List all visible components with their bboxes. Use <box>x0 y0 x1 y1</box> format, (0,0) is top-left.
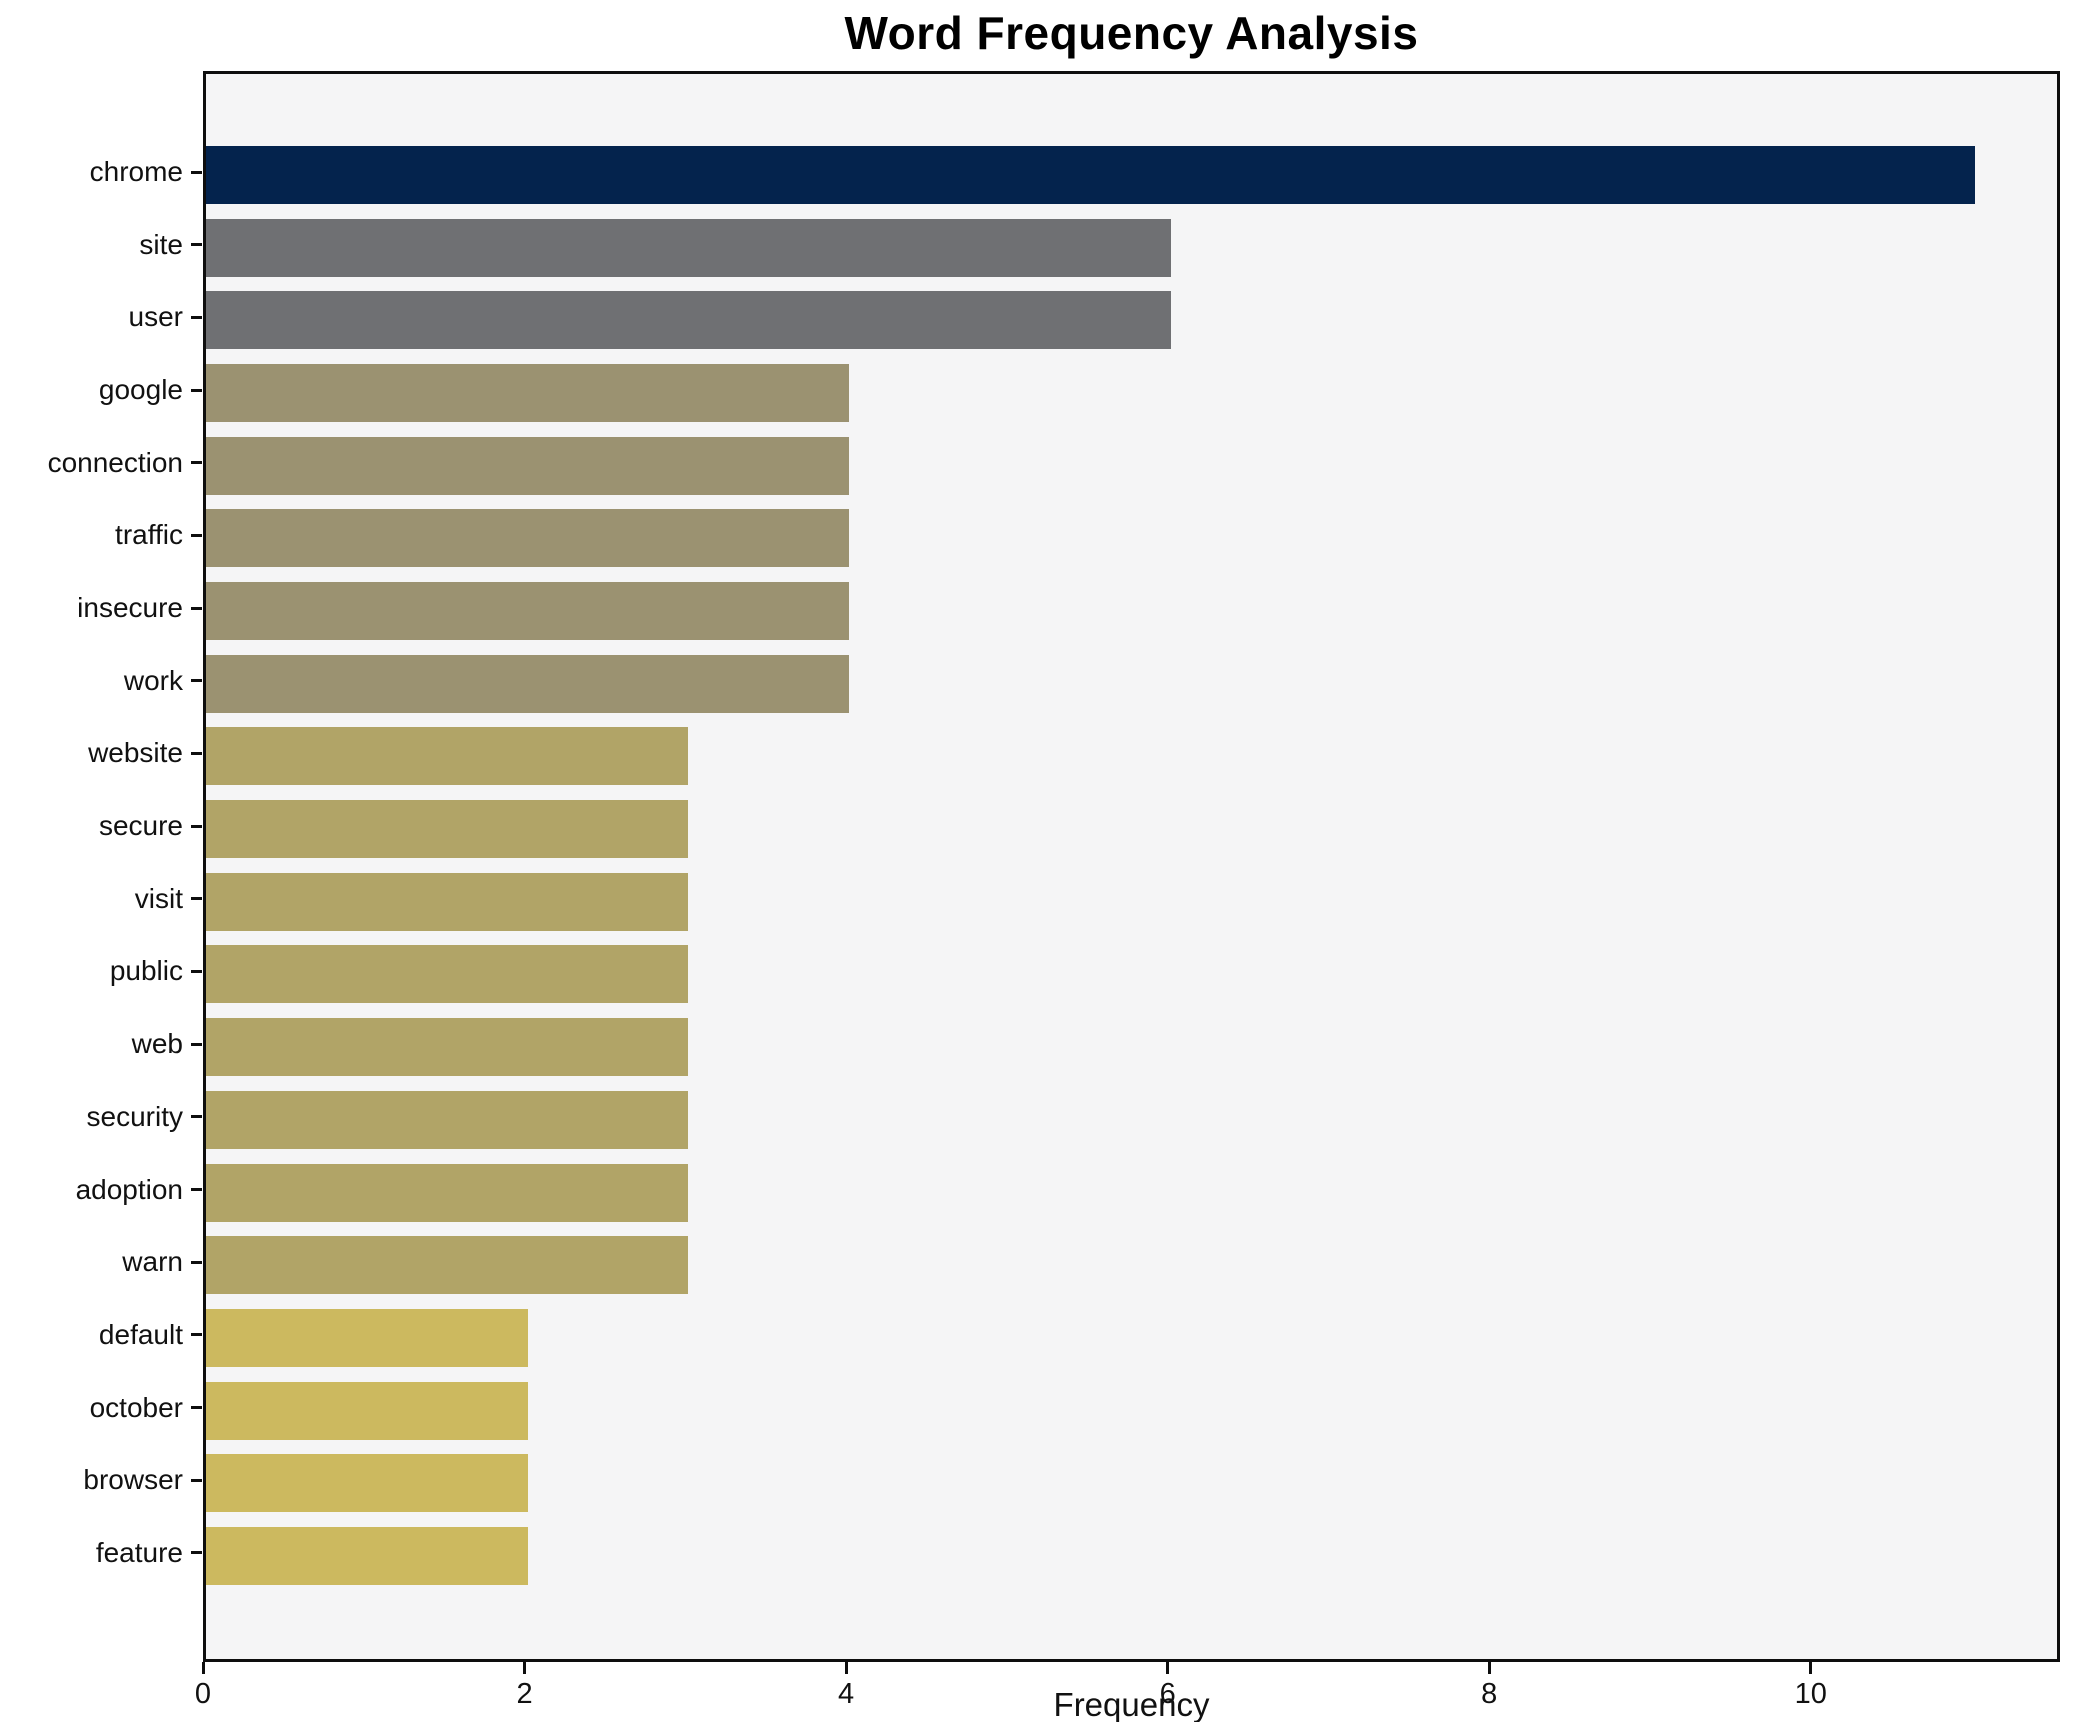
y-tick-mark <box>191 897 202 901</box>
y-tick-label-web: web <box>131 1028 183 1060</box>
y-tick-mark <box>191 1042 202 1046</box>
bar-visit <box>206 872 689 931</box>
x-tick-label-2: 2 <box>516 1678 533 1710</box>
bar-site <box>206 218 1171 277</box>
y-tick-mark <box>191 243 202 247</box>
x-axis-title: Frequency <box>1053 1686 1210 1722</box>
bar-feature <box>206 1526 528 1585</box>
bar-traffic <box>206 509 850 568</box>
x-tick-label-6: 6 <box>1159 1678 1176 1710</box>
x-tick-label-8: 8 <box>1481 1678 1498 1710</box>
y-tick-label-october: october <box>89 1391 183 1423</box>
y-tick-label-traffic: traffic <box>115 519 183 551</box>
bar-work <box>206 654 850 713</box>
y-tick-mark <box>191 1478 202 1482</box>
y-tick-label-insecure: insecure <box>77 592 183 624</box>
y-tick-mark <box>191 170 202 174</box>
y-tick-label-public: public <box>109 955 183 987</box>
y-tick-mark <box>191 388 202 392</box>
y-tick-mark <box>191 969 202 973</box>
y-tick-mark <box>191 1406 202 1410</box>
y-tick-label-security: security <box>86 1100 183 1132</box>
y-tick-label-website: website <box>88 737 183 769</box>
y-tick-label-google: google <box>98 374 183 406</box>
y-tick-label-chrome: chrome <box>89 156 183 187</box>
bar-website <box>206 727 689 786</box>
bar-secure <box>206 800 689 859</box>
bar-adoption <box>206 1163 689 1222</box>
bar-default <box>206 1308 528 1367</box>
y-tick-label-secure: secure <box>98 810 183 842</box>
y-tick-label-default: default <box>98 1318 183 1350</box>
bar-browser <box>206 1454 528 1513</box>
y-tick-label-feature: feature <box>95 1536 183 1568</box>
y-tick-mark <box>191 1115 202 1119</box>
bar-warn <box>206 1236 689 1295</box>
bar-chrome <box>206 146 1975 204</box>
x-tick-label-10: 10 <box>1794 1678 1827 1710</box>
y-tick-mark <box>191 533 202 537</box>
x-tick-mark <box>201 1662 205 1674</box>
y-tick-mark <box>191 751 202 755</box>
y-tick-mark <box>191 1260 202 1264</box>
y-tick-mark <box>191 1551 202 1555</box>
y-tick-label-visit: visit <box>134 882 183 914</box>
y-tick-label-browser: browser <box>83 1464 183 1496</box>
bar-security <box>206 1090 689 1149</box>
plot-area <box>203 71 2060 1662</box>
y-tick-mark <box>191 461 202 465</box>
y-tick-label-user: user <box>128 301 183 333</box>
y-tick-label-adoption: adoption <box>75 1173 183 1205</box>
bar-public <box>206 945 689 1004</box>
y-tick-mark <box>191 315 202 319</box>
bar-google <box>206 364 850 423</box>
y-tick-mark <box>191 824 202 828</box>
bar-insecure <box>206 582 850 641</box>
x-tick-mark <box>523 1662 527 1674</box>
bar-october <box>206 1381 528 1440</box>
y-tick-mark <box>191 1188 202 1192</box>
y-tick-label-warn: warn <box>122 1246 183 1278</box>
bar-user <box>206 291 1171 350</box>
x-tick-label-0: 0 <box>194 1678 212 1710</box>
y-tick-label-connection: connection <box>47 446 183 478</box>
chart-title: Word Frequency Analysis <box>844 7 1419 59</box>
y-tick-mark <box>191 679 202 683</box>
x-tick-mark <box>1809 1662 1813 1674</box>
x-tick-mark <box>844 1662 848 1674</box>
x-tick-mark <box>1487 1662 1491 1674</box>
y-tick-label-site: site <box>139 228 183 260</box>
x-tick-mark <box>1166 1662 1170 1674</box>
y-tick-mark <box>191 606 202 610</box>
y-tick-mark <box>191 1333 202 1337</box>
y-tick-label-work: work <box>123 664 183 696</box>
bar-connection <box>206 436 850 495</box>
x-tick-label-4: 4 <box>838 1678 855 1710</box>
bar-web <box>206 1018 689 1077</box>
